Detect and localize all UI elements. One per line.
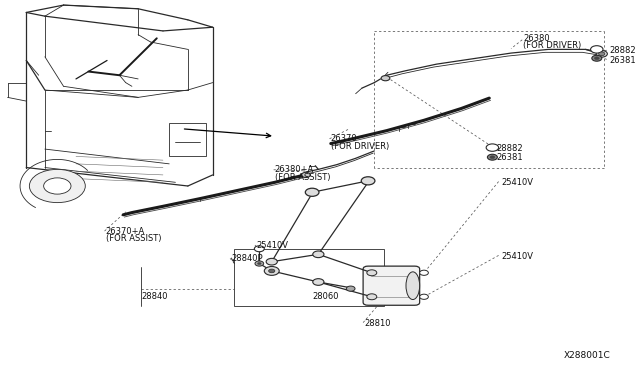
Text: 25410V: 25410V (501, 251, 533, 261)
Circle shape (264, 266, 279, 275)
Circle shape (255, 261, 264, 266)
Text: (FOR DRIVER): (FOR DRIVER) (524, 41, 582, 50)
Circle shape (591, 46, 603, 53)
Circle shape (305, 188, 319, 196)
Bar (234, 249, 383, 306)
Circle shape (367, 294, 377, 300)
Circle shape (301, 172, 310, 177)
Circle shape (257, 262, 261, 264)
Circle shape (381, 76, 390, 81)
Text: 26370: 26370 (331, 134, 357, 143)
Circle shape (313, 279, 324, 285)
Circle shape (313, 251, 324, 258)
Circle shape (420, 294, 428, 299)
Text: 28882: 28882 (609, 46, 636, 55)
Circle shape (266, 259, 277, 265)
Circle shape (367, 270, 377, 276)
Circle shape (346, 286, 355, 291)
Text: 26370+A: 26370+A (106, 227, 145, 235)
Circle shape (361, 177, 375, 185)
Circle shape (596, 51, 607, 57)
Text: X288001C: X288001C (564, 350, 611, 359)
Circle shape (592, 55, 602, 61)
Text: 26381: 26381 (496, 153, 523, 162)
Circle shape (486, 144, 499, 151)
Text: 25410V: 25410V (256, 241, 288, 250)
Text: 28810: 28810 (364, 319, 391, 328)
FancyBboxPatch shape (363, 266, 420, 305)
Circle shape (269, 269, 275, 273)
Ellipse shape (406, 272, 420, 299)
Circle shape (29, 169, 85, 203)
Text: 26380: 26380 (524, 34, 550, 43)
Text: 28840P: 28840P (231, 254, 263, 263)
Circle shape (420, 270, 428, 275)
Text: (FOR ASSIST): (FOR ASSIST) (275, 173, 330, 182)
Text: 25410V: 25410V (501, 178, 533, 187)
Text: 26381: 26381 (609, 56, 636, 65)
Text: 28840: 28840 (142, 292, 168, 301)
Circle shape (254, 246, 264, 252)
Circle shape (488, 154, 497, 160)
Text: 28882: 28882 (496, 144, 523, 153)
Circle shape (598, 52, 605, 56)
Text: 26380+A: 26380+A (275, 165, 314, 174)
Circle shape (490, 156, 495, 159)
Text: (FOR ASSIST): (FOR ASSIST) (106, 234, 161, 243)
Text: (FOR DRIVER): (FOR DRIVER) (331, 142, 389, 151)
Circle shape (44, 178, 71, 194)
Circle shape (595, 57, 599, 60)
Text: 28060: 28060 (312, 292, 339, 301)
Bar (169, 123, 207, 157)
